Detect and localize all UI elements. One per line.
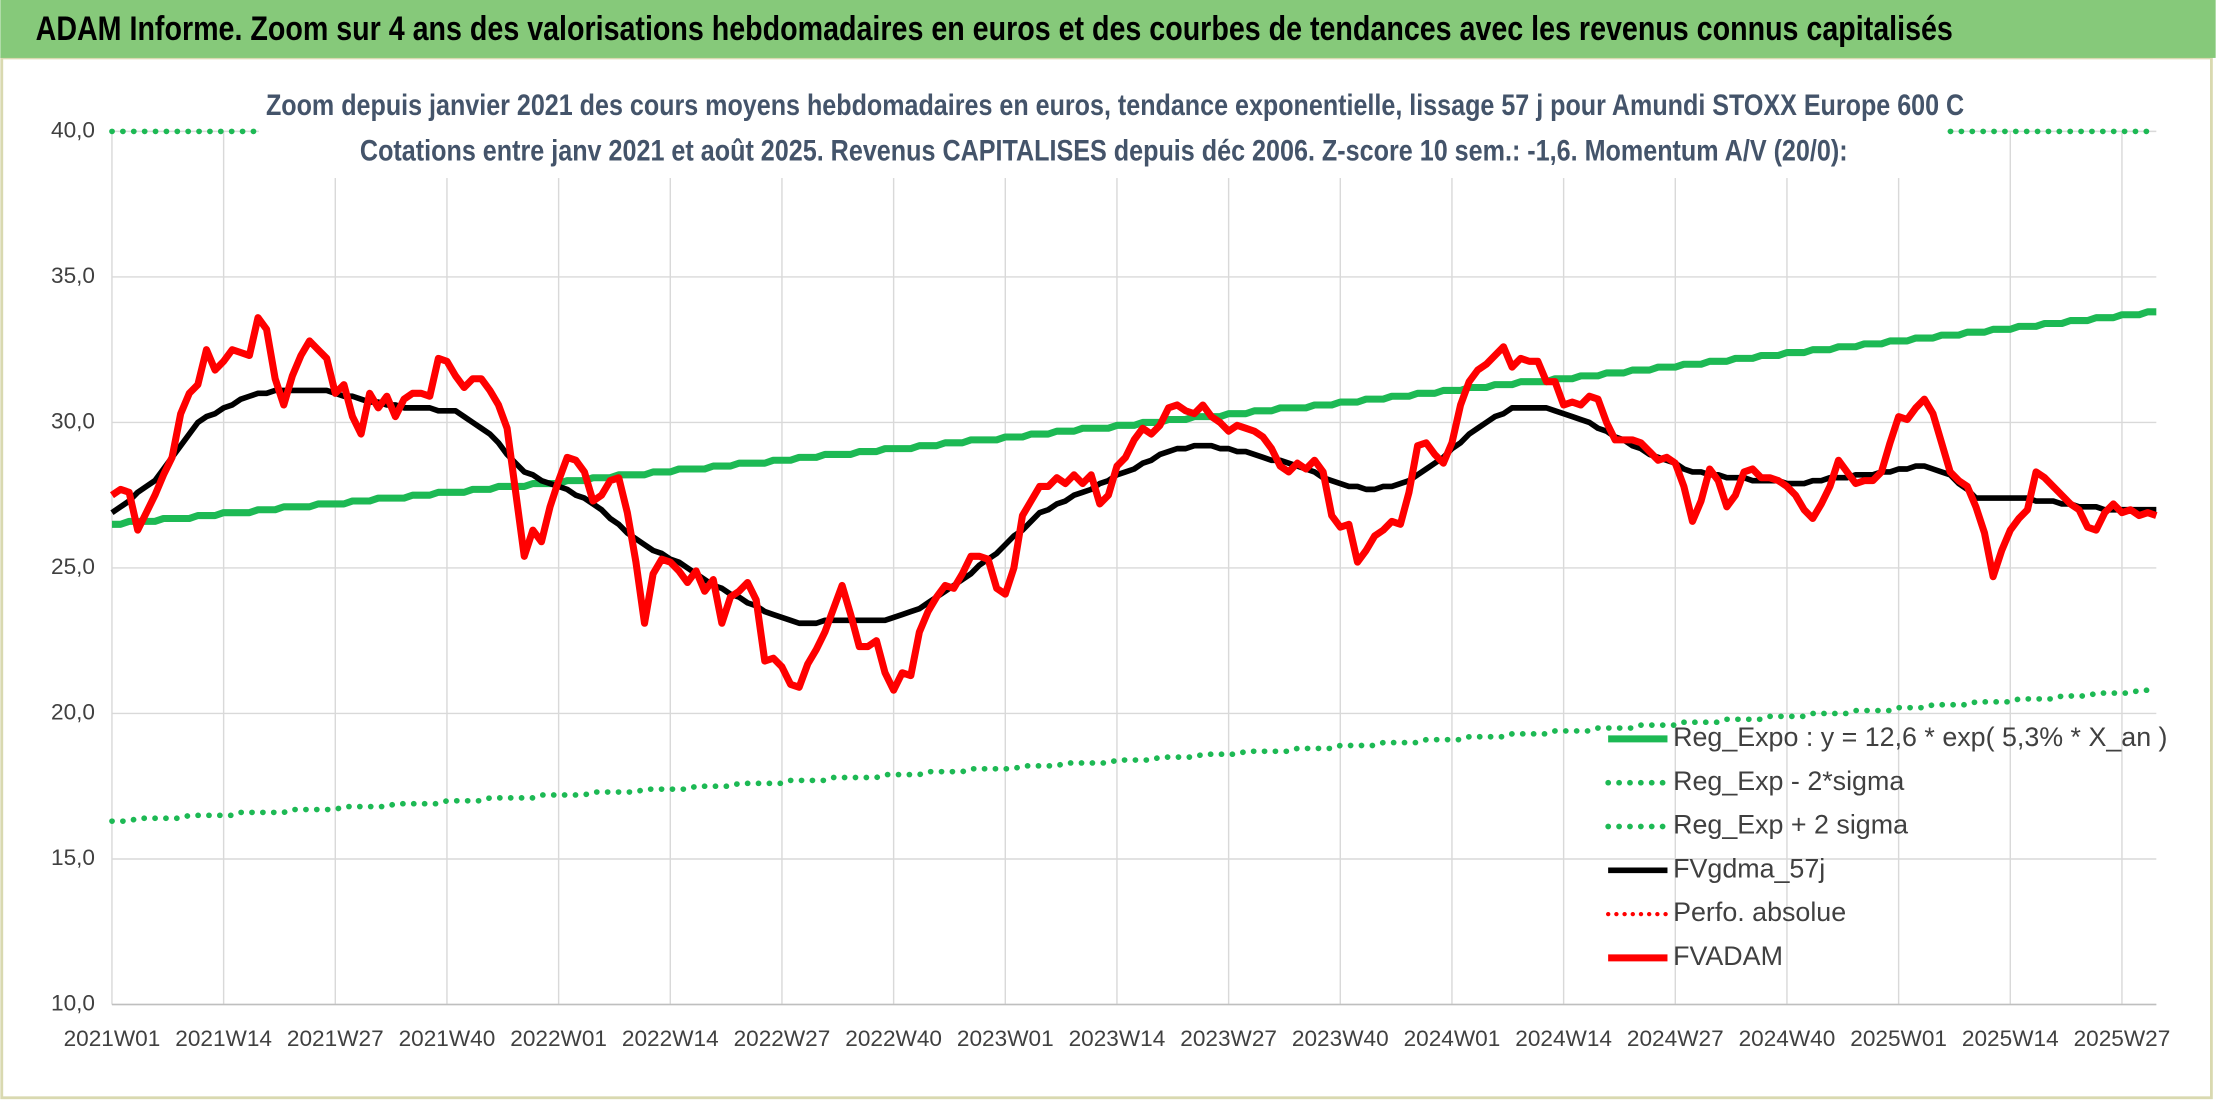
y-tick-label: 25,0	[51, 554, 95, 579]
x-tick-label: 2021W01	[64, 1026, 161, 1051]
x-tick-label: 2023W01	[957, 1026, 1054, 1051]
chart-frame	[0, 56, 2213, 1100]
x-tick-label: 2022W14	[622, 1026, 719, 1051]
subtitle: Zoom depuis janvier 2021 des cours moyen…	[266, 89, 1964, 122]
legend-label: Reg_Exp + 2 sigma	[1673, 810, 1908, 840]
x-tick-label: 2024W40	[1739, 1026, 1836, 1051]
legend-label: Perfo. absolue	[1673, 897, 1846, 927]
x-tick-label: 2021W40	[399, 1026, 496, 1051]
overlay: Zoom depuis janvier 2021 des cours moyen…	[258, 81, 1964, 179]
series-line	[110, 387, 2157, 627]
x-tick-label: 2025W01	[1850, 1026, 1947, 1051]
x-tick-label: 2021W14	[175, 1026, 272, 1051]
x-tick-label: 2022W40	[845, 1026, 942, 1051]
x-tick-label: 2025W14	[1962, 1026, 2059, 1051]
chart-title: ADAM Informe. Zoom sur 4 ans des valoris…	[36, 10, 1953, 48]
subtitle: Cotations entre janv 2021 et août 2025. …	[360, 134, 1848, 167]
x-tick-label: 2024W27	[1627, 1026, 1724, 1051]
legend-label: FVADAM	[1673, 941, 1783, 971]
x-tick-label: 2023W27	[1180, 1026, 1277, 1051]
x-tick-label: 2023W14	[1069, 1026, 1166, 1051]
legend-label: FVgdma_57j	[1673, 853, 1825, 883]
series-line	[109, 314, 2158, 694]
y-tick-label: 15,0	[51, 845, 95, 870]
x-tick-label: 2023W40	[1292, 1026, 1389, 1051]
x-tick-label: 2024W14	[1515, 1026, 1612, 1051]
series-line	[111, 308, 2157, 528]
y-tick-label: 35,0	[51, 263, 95, 288]
legend: Reg_Expo : y = 12,6 * exp( 5,3% * X_an )…	[1605, 722, 2168, 971]
legend-label: Reg_Expo : y = 12,6 * exp( 5,3% * X_an )	[1673, 722, 2167, 752]
x-tick-label: 2025W27	[2074, 1026, 2171, 1051]
y-tick-label: 40,0	[51, 117, 95, 142]
x-tick-label: 2022W27	[734, 1026, 831, 1051]
series-line	[109, 687, 2160, 824]
y-tick-label: 10,0	[51, 990, 95, 1015]
legend-label: Reg_Exp - 2*sigma	[1673, 766, 1904, 796]
y-tick-label: 30,0	[51, 408, 95, 433]
x-tick-label: 2024W01	[1404, 1026, 1501, 1051]
title-bar	[0, 0, 2216, 58]
subtitle-box	[258, 81, 1948, 179]
x-tick-label: 2021W27	[287, 1026, 384, 1051]
y-tick-label: 20,0	[51, 699, 95, 724]
x-tick-label: 2022W01	[510, 1026, 607, 1051]
